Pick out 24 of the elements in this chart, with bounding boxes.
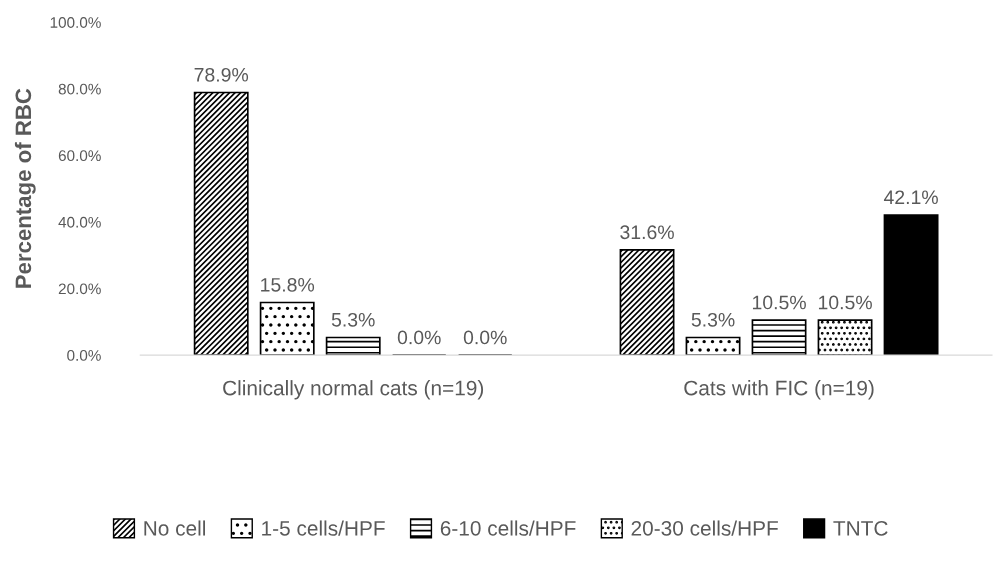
x-tick-label: Clinically normal cats (n=19) [223,380,484,400]
data-label: 0.0% [463,330,507,345]
data-label: 78.9% [194,67,249,82]
data-label: 42.1% [883,190,938,205]
y-tick-label: 0.0% [67,349,101,361]
data-label: 31.6% [620,225,674,240]
legend-label: 6-10 cells/HPF [440,520,576,536]
x-tick-label: Cats with FIC (n=19) [684,380,874,400]
y-tick-label: 40.0% [58,216,101,228]
y-tick-label: 80.0% [58,83,101,95]
data-label: 10.5% [818,295,872,310]
y-axis-title: Percentage of RBC [14,88,36,288]
data-label: 0.0% [397,330,441,345]
legend-label: 20-30 cells/HPF [631,520,778,536]
legend-label: 1-5 cells/HPF [262,520,385,536]
y-tick-label: 20.0% [58,283,101,295]
data-label: 5.3% [691,312,735,327]
y-tick-label: 60.0% [58,150,101,162]
data-label: 15.8% [261,277,315,292]
data-label: 10.5% [752,295,806,310]
legend-label: TNTC [833,520,888,536]
y-tick-label: 100.0% [50,17,101,28]
legend-label: No cell [144,520,206,536]
data-label: 5.3% [331,312,375,327]
